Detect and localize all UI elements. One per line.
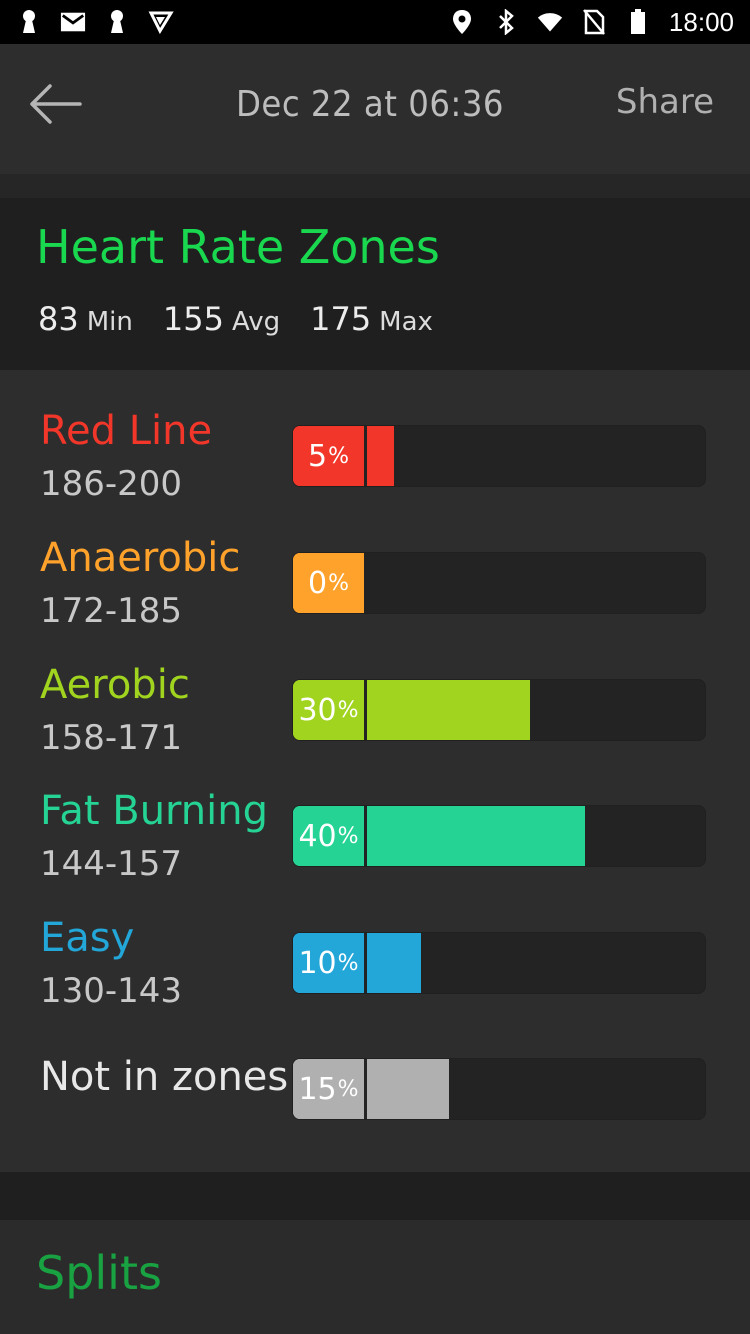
zone-percent-value: 10 <box>298 945 337 981</box>
percent-sign: % <box>328 570 349 596</box>
zone-name: Fat Burning <box>40 788 268 834</box>
status-right-icons: 18:00 <box>449 7 734 38</box>
battery-icon <box>625 9 651 35</box>
heart-rate-title: Heart Rate Zones <box>36 220 440 274</box>
stat-value: 175 <box>310 300 372 338</box>
zone-bar: 5% <box>292 425 706 487</box>
zone-row-fat-burning: Fat Burning 144-157 40% <box>0 788 750 898</box>
back-button[interactable] <box>24 78 86 130</box>
stat-unit: Min <box>86 307 133 337</box>
zone-row-red-line: Red Line 186-200 5% <box>0 408 750 518</box>
stat-min: 83 Min <box>38 300 133 338</box>
zone-percent-value: 15 <box>298 1071 337 1107</box>
splits-section[interactable]: Splits <box>0 1220 750 1334</box>
stat-value: 83 <box>38 300 79 338</box>
page-title: Dec 22 at 06:36 <box>235 84 505 125</box>
stat-max: 175 Max <box>310 300 433 338</box>
keyhole-icon <box>16 9 42 35</box>
zone-row-anaerobic: Anaerobic 172-185 0% <box>0 535 750 645</box>
zone-bar: 10% <box>292 932 706 994</box>
zone-name: Red Line <box>40 408 213 454</box>
zone-percent-value: 30 <box>298 692 337 728</box>
percent-sign: % <box>328 443 349 469</box>
app-bar: Dec 22 at 06:36 Share <box>0 44 750 174</box>
zone-range: 144-157 <box>40 844 183 884</box>
back-arrow-icon <box>30 84 82 124</box>
zone-percent-value: 5 <box>308 438 328 474</box>
splits-title: Splits <box>36 1246 162 1300</box>
section-divider <box>0 174 750 198</box>
zone-percent: 40% <box>293 806 367 866</box>
zone-range: 158-171 <box>40 718 183 758</box>
stat-value: 155 <box>162 300 224 338</box>
status-left-icons <box>16 9 174 35</box>
zone-name: Aerobic <box>40 662 190 708</box>
zone-name: Anaerobic <box>40 535 241 581</box>
zone-row-not-in-zones: Not in zones 15% <box>0 1054 750 1168</box>
heart-rate-header: Heart Rate Zones 83 Min 155 Avg 175 Max <box>0 198 750 370</box>
stat-unit: Avg <box>231 307 281 337</box>
zone-range: 186-200 <box>40 464 183 504</box>
zone-name: Not in zones <box>40 1054 289 1100</box>
percent-sign: % <box>337 950 359 976</box>
location-icon <box>449 9 475 35</box>
status-time: 18:00 <box>668 6 734 37</box>
section-divider <box>0 1172 750 1220</box>
zone-percent-value: 40 <box>298 818 337 854</box>
stat-unit: Max <box>379 307 433 337</box>
zone-bar: 15% <box>292 1058 706 1120</box>
zone-percent-value: 0 <box>308 565 328 601</box>
play-store-icon <box>148 9 174 35</box>
zone-percent: 30% <box>293 680 367 740</box>
stat-avg: 155 Avg <box>163 300 280 338</box>
bluetooth-icon <box>493 9 519 35</box>
zone-bar: 0% <box>292 552 706 614</box>
zone-range: 172-185 <box>40 591 183 631</box>
zone-row-aerobic: Aerobic 158-171 30% <box>0 662 750 772</box>
zone-bar: 30% <box>292 679 706 741</box>
zone-row-easy: Easy 130-143 10% <box>0 915 750 1025</box>
gmail-icon <box>60 9 86 35</box>
percent-sign: % <box>337 823 359 849</box>
zone-percent: 0% <box>293 553 367 613</box>
heart-rate-stats: 83 Min 155 Avg 175 Max <box>38 300 433 338</box>
no-sim-icon <box>581 9 607 35</box>
zone-percent: 5% <box>293 426 367 486</box>
zones-list: Red Line 186-200 5% Anaerobic 172-185 0%… <box>0 370 750 1172</box>
zone-name: Easy <box>40 915 135 961</box>
zone-percent: 10% <box>293 933 367 993</box>
zone-bar: 40% <box>292 805 706 867</box>
status-bar: 18:00 <box>0 0 750 44</box>
keyhole-icon <box>104 9 130 35</box>
zone-percent: 15% <box>293 1059 367 1119</box>
wifi-icon <box>537 9 563 35</box>
zone-range: 130-143 <box>40 971 183 1011</box>
percent-sign: % <box>337 697 359 723</box>
percent-sign: % <box>337 1076 359 1102</box>
share-button[interactable]: Share <box>615 82 714 122</box>
